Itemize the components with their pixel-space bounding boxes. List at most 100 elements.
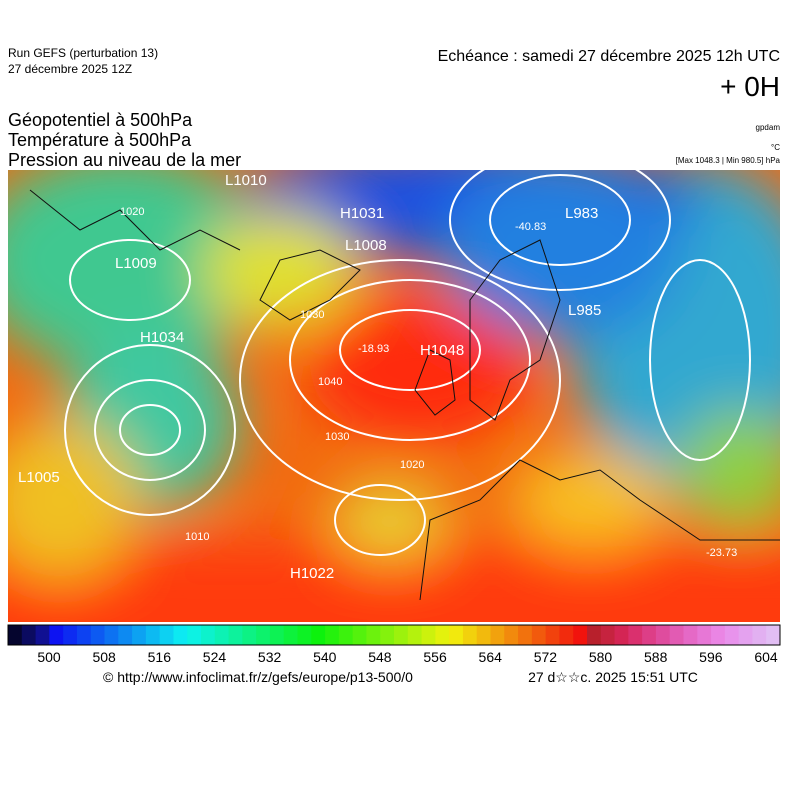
colorbar-cell — [118, 625, 133, 645]
colorbar-cell — [325, 625, 340, 645]
colorbar-cell — [545, 625, 560, 645]
map-label: -18.93 — [358, 343, 389, 355]
colorbar-cell — [642, 625, 657, 645]
colorbar-tick-label: 580 — [589, 649, 613, 665]
colorbar-cell — [504, 625, 519, 645]
colorbar-cell — [187, 625, 202, 645]
unit-gpdam: gpdam — [756, 123, 781, 132]
map-label: 1030 — [300, 309, 324, 321]
colorbar-cell — [697, 625, 712, 645]
colorbar-cell — [683, 625, 698, 645]
offset: + 0H — [720, 71, 780, 102]
map-label: L983 — [565, 205, 598, 222]
pressure-range: [Max 1048.3 | Min 980.5] hPa — [676, 156, 781, 165]
colorbar-cell — [711, 625, 726, 645]
map-label: L985 — [568, 302, 601, 319]
colorbar-cell — [35, 625, 50, 645]
colorbar-cell — [449, 625, 464, 645]
colorbar-cell — [242, 625, 257, 645]
colorbar-cell — [669, 625, 684, 645]
colorbar-cell — [628, 625, 643, 645]
colorbar-cell — [476, 625, 491, 645]
map-label: L1009 — [115, 255, 157, 272]
colorbar-cell — [421, 625, 436, 645]
title-geopotential: Géopotentiel à 500hPa — [8, 110, 193, 130]
map-label: -40.83 — [515, 221, 546, 233]
colorbar-cell — [297, 625, 312, 645]
map-label: 1030 — [325, 431, 349, 443]
colorbar-cell — [21, 625, 37, 645]
colorbar-cell — [338, 625, 354, 645]
colorbar-cell — [352, 625, 367, 645]
colorbar-tick-label: 556 — [423, 649, 447, 665]
colorbar-tick-label: 596 — [699, 649, 723, 665]
colorbar-cell — [90, 625, 105, 645]
coastlines — [29, 189, 780, 601]
colorbar-cell — [159, 625, 174, 645]
colorbar-cell — [490, 625, 505, 645]
colorbar-cell — [600, 625, 616, 645]
colorbar-tick-label: 500 — [37, 649, 61, 665]
map-label: L1008 — [345, 237, 387, 254]
map-label: L1010 — [225, 172, 267, 189]
colorbar-cell — [531, 625, 547, 645]
colorbar-tick-label: 588 — [644, 649, 668, 665]
map-label: H1022 — [290, 565, 334, 582]
colorbar-cell — [173, 625, 188, 645]
map-field — [8, 170, 780, 622]
colorbar-cell — [655, 625, 671, 645]
colorbar-cell — [269, 625, 285, 645]
title-pressure: Pression au niveau de la mer — [8, 150, 241, 170]
colorbar-cell — [104, 625, 119, 645]
colorbar-tick-label: 548 — [368, 649, 392, 665]
map-label: H1048 — [420, 342, 464, 359]
map-label: H1031 — [340, 205, 384, 222]
colorbar-cell — [559, 625, 574, 645]
colorbar-cell — [228, 625, 243, 645]
colorbar-cell — [366, 625, 381, 645]
colorbar-cell — [518, 625, 533, 645]
colorbar-tick-label: 532 — [258, 649, 282, 665]
colorbar-tick-label: 508 — [92, 649, 116, 665]
colorbar-cell — [145, 625, 161, 645]
colorbar-cell — [63, 625, 78, 645]
colorbar-tick-label: 516 — [148, 649, 172, 665]
colorbar-cell — [462, 625, 478, 645]
map-label: 1020 — [400, 459, 424, 471]
colorbar-cell — [724, 625, 740, 645]
map-label: H1034 — [140, 329, 184, 346]
colorbar-tick-label: 572 — [534, 649, 558, 665]
colorbar-tick-label: 524 — [203, 649, 227, 665]
colorbar-cell — [49, 625, 64, 645]
colorbar-cell — [394, 625, 409, 645]
colorbar-cell — [766, 625, 781, 645]
colorbar-tick-label: 564 — [479, 649, 503, 665]
title-temperature: Température à 500hPa — [8, 130, 192, 150]
colorbar-cell — [8, 625, 23, 645]
colorbar-cell — [752, 625, 767, 645]
run-label: Run GEFS (perturbation 13) — [8, 46, 158, 60]
run-date: 27 décembre 2025 12Z — [8, 62, 132, 76]
isobars — [64, 170, 751, 556]
map-label: 1020 — [120, 206, 144, 218]
colorbar-cell — [435, 625, 450, 645]
colorbar-cell — [738, 625, 753, 645]
colorbar-cell — [132, 625, 147, 645]
unit-celsius: °C — [771, 143, 780, 152]
colorbar-frame — [7, 624, 781, 646]
colorbar-cell — [614, 625, 629, 645]
map-label: -23.73 — [706, 547, 737, 559]
map-label: L1005 — [18, 469, 60, 486]
footer-timestamp: 27 d☆☆c. 2025 15:51 UTC — [528, 669, 698, 685]
colorbar-cell — [201, 625, 216, 645]
colorbar-cell — [407, 625, 423, 645]
colorbar-cell — [380, 625, 395, 645]
footer-url: © http://www.infoclimat.fr/z/gefs/europe… — [103, 669, 413, 685]
map-label: 1010 — [185, 531, 209, 543]
colorbar-tick-label: 540 — [313, 649, 337, 665]
colorbar-cell — [311, 625, 326, 645]
colorbar-cell — [76, 625, 92, 645]
colorbar-tick-label: 604 — [754, 649, 778, 665]
colorbar-cell — [283, 625, 298, 645]
